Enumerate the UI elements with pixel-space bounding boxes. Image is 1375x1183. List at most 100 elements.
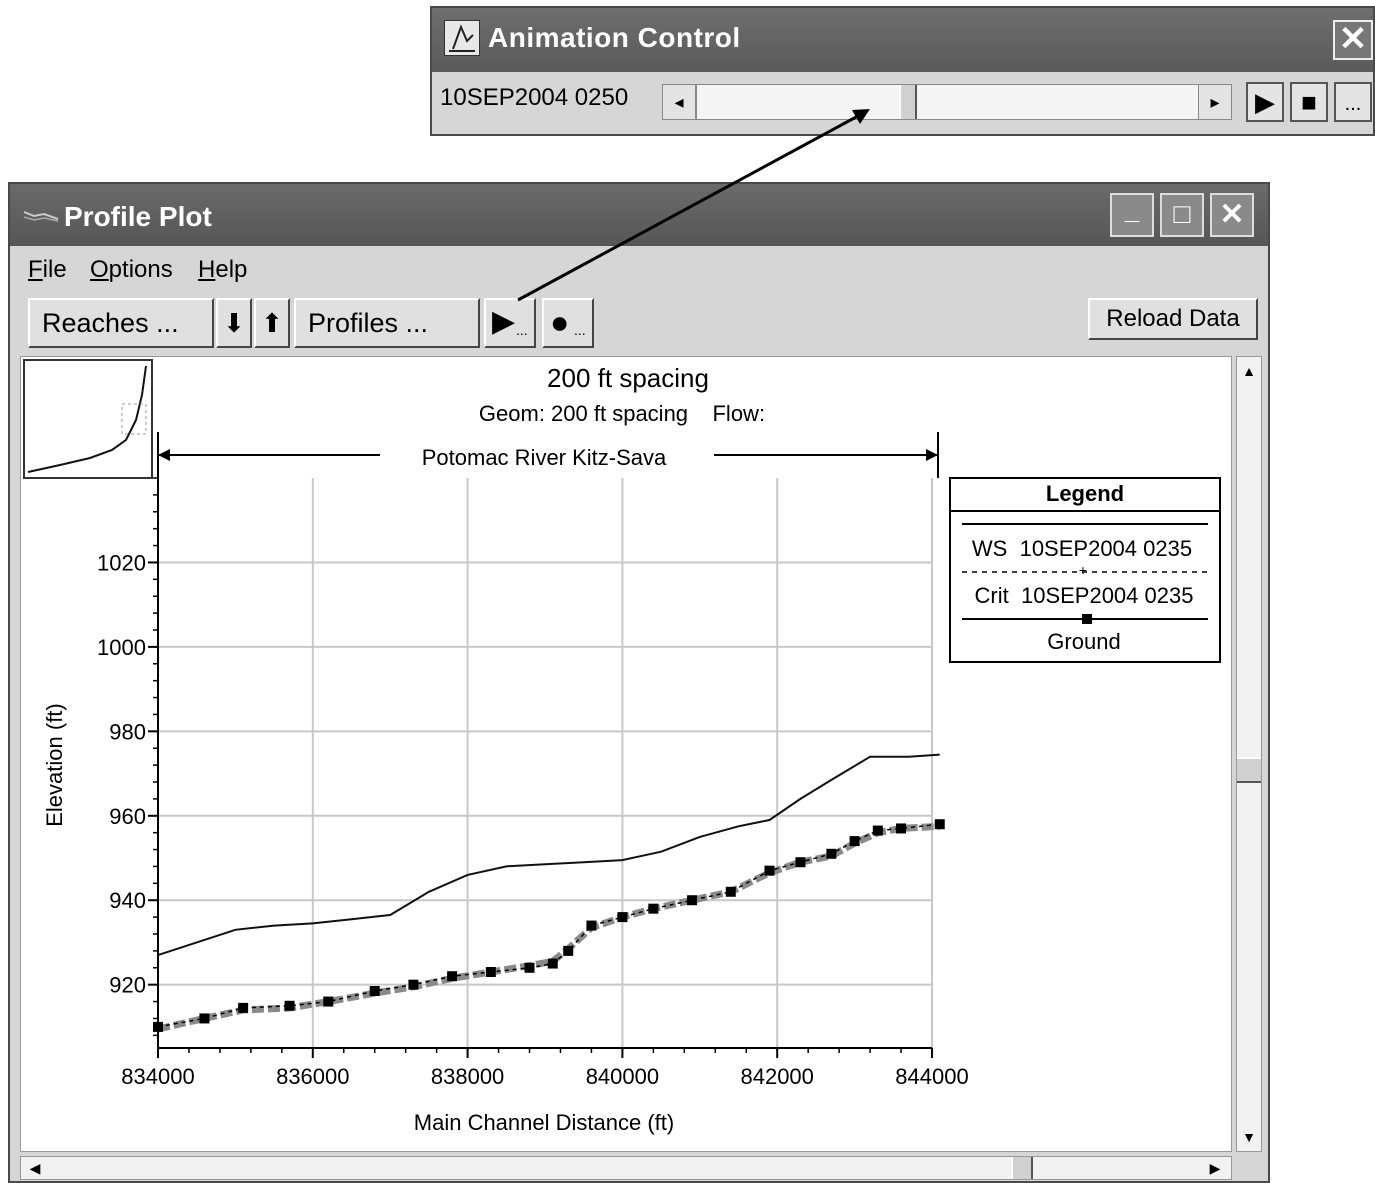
crit-point (849, 836, 860, 847)
record-icon: ● (550, 304, 570, 340)
legend-ground-marker (1082, 614, 1092, 624)
crit-point (795, 857, 806, 868)
crit-point (369, 986, 380, 996)
crit-point (934, 819, 945, 830)
play-button[interactable]: ▶ (1246, 82, 1284, 122)
menu-help[interactable]: Help (198, 256, 247, 284)
reload-data-button[interactable]: Reload Data (1088, 298, 1258, 340)
crit-point (725, 886, 736, 897)
x-tick-label: 834000 (121, 1064, 194, 1089)
crit-point (447, 971, 458, 982)
menu-options-label: ptions (108, 256, 173, 283)
crit-point (687, 895, 698, 906)
overview-map[interactable] (23, 359, 153, 479)
down-arrow-icon[interactable]: ⬇ (216, 298, 252, 348)
profiles-button[interactable]: Profiles ... (294, 298, 480, 348)
menu-options[interactable]: Options (90, 256, 173, 284)
crit-point (648, 903, 659, 914)
y-tick-label: 940 (109, 888, 146, 913)
crit-point (524, 962, 535, 973)
time-slider[interactable] (696, 84, 1216, 120)
menu-options-accel: O (90, 256, 109, 283)
x-tick-label: 840000 (586, 1064, 659, 1089)
crit-point (826, 848, 837, 859)
minimize-icon[interactable]: _ (1110, 193, 1154, 237)
scroll-right-icon[interactable]: ▶ (1209, 1160, 1221, 1176)
crit-point (547, 958, 558, 969)
animation-control-window: Animation Control ✕ 10SEP2004 0250 ◂ ▸ ▶… (430, 6, 1375, 136)
legend-entry-ws: WS 10SEP2004 0235 (972, 536, 1192, 561)
legend-entry-crit: Crit 10SEP2004 0235 (975, 583, 1194, 608)
menu-file-accel: F (28, 256, 43, 283)
horizontal-scrollbar[interactable]: ◀ ▶ (20, 1156, 1232, 1180)
ws-line (157, 753, 940, 957)
x-tick-label: 844000 (895, 1064, 968, 1089)
y-tick-label: 960 (109, 804, 146, 829)
crit-point (408, 979, 419, 990)
horizontal-scroll-thumb[interactable] (1011, 1157, 1033, 1179)
crit-point (872, 825, 883, 836)
crit-point (199, 1013, 210, 1024)
x-tick-label: 836000 (276, 1064, 349, 1089)
animate-button-ellipsis: ... (516, 322, 528, 338)
crit-point (617, 912, 628, 923)
animate-button[interactable]: ▶ ... (484, 298, 536, 348)
chart-subtitle: Geom: 200 ft spacing Flow: (479, 401, 765, 426)
animation-control-titlebar[interactable] (432, 8, 1373, 72)
y-axis-label: Elevation (ft) (42, 703, 67, 827)
vertical-scroll-thumb[interactable] (1237, 757, 1261, 783)
animation-control-title: Animation Control (488, 22, 741, 53)
up-arrow-icon[interactable]: ⬆ (254, 298, 290, 348)
crit-point (764, 865, 775, 876)
reach-span (157, 432, 939, 478)
crit-point (284, 1000, 295, 1011)
slider-right-button[interactable]: ▸ (1198, 84, 1232, 120)
y-tick-label: 1020 (97, 550, 146, 575)
vertical-scrollbar[interactable]: ▲ ▼ (1236, 356, 1262, 1152)
x-tick-label: 842000 (740, 1064, 813, 1089)
x-tick-label: 838000 (431, 1064, 504, 1089)
legend-crit-marker: + (1079, 562, 1087, 578)
scroll-left-icon[interactable]: ◀ (29, 1160, 41, 1176)
time-slider-thumb[interactable] (899, 85, 917, 119)
reach-label: Potomac River Kitz-Sava (422, 445, 667, 470)
record-button[interactable]: ● ... (542, 298, 594, 348)
record-button-ellipsis: ... (574, 322, 586, 338)
menu-file-label: ile (42, 256, 67, 283)
crit-point (586, 920, 597, 931)
crit-point (153, 1021, 163, 1032)
scroll-down-icon[interactable]: ▼ (1242, 1129, 1256, 1145)
crit-point (323, 996, 334, 1007)
crit-point (563, 945, 574, 956)
profile-plot-title: Profile Plot (64, 201, 212, 232)
menu-file[interactable]: File (28, 256, 67, 284)
chart-title: 200 ft spacing (547, 363, 709, 393)
crit-point (485, 967, 496, 977)
app-icon (444, 20, 480, 56)
stop-button[interactable]: ■ (1290, 82, 1328, 122)
close-icon[interactable]: ✕ (1210, 193, 1254, 237)
current-time-label: 10SEP2004 0250 (440, 84, 629, 111)
crit-point (238, 1002, 249, 1013)
legend-title: Legend (1046, 481, 1124, 506)
y-tick-label: 1000 (97, 635, 146, 660)
reaches-button[interactable]: Reaches ... (28, 298, 214, 348)
profile-plot-window: Profile Plot _ □ ✕ File Options Help Rea… (8, 182, 1270, 1183)
maximize-icon[interactable]: □ (1160, 193, 1204, 237)
close-icon[interactable]: ✕ (1333, 20, 1373, 60)
slider-left-button[interactable]: ◂ (662, 84, 696, 120)
menu-help-accel: H (198, 256, 216, 283)
x-axis-label: Main Channel Distance (ft) (414, 1110, 674, 1135)
y-tick-label: 920 (109, 973, 146, 998)
annotation-arrow (517, 109, 870, 302)
menu-help-label: elp (215, 256, 248, 283)
play-icon: ▶ (492, 305, 516, 338)
legend-entry-ground: Ground (1047, 629, 1120, 654)
scroll-up-icon[interactable]: ▲ (1242, 363, 1256, 379)
profile-plot-icon (22, 208, 60, 222)
y-tick-label: 980 (109, 719, 146, 744)
crit-point (896, 823, 907, 834)
options-button[interactable]: ... (1334, 82, 1372, 122)
legend: Legend WS 10SEP2004 0235 + Crit 10SEP200… (949, 477, 1221, 663)
